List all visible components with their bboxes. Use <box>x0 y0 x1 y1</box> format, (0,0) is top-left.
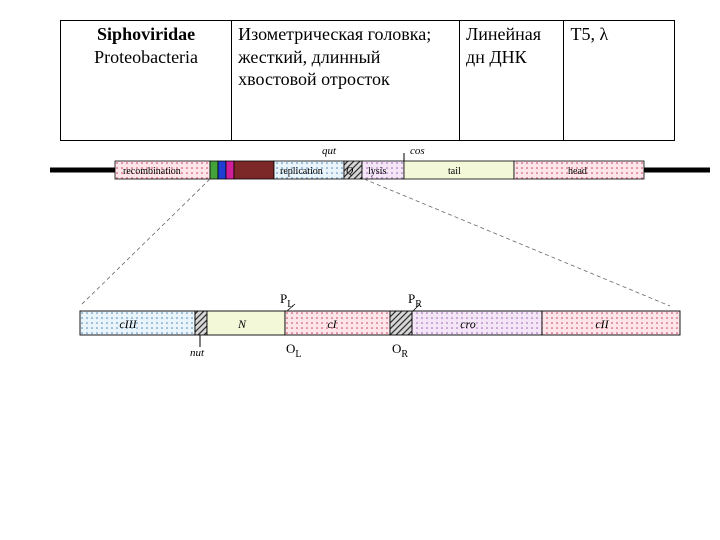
svg-text:cIII: cIII <box>119 317 137 331</box>
svg-text:cI: cI <box>327 317 337 331</box>
table-cell: Линейнаядн ДНК <box>460 21 564 141</box>
svg-text:OR: OR <box>392 341 408 360</box>
gene-segment <box>80 311 195 335</box>
gene-segment <box>285 311 390 335</box>
svg-text:OL: OL <box>286 341 302 360</box>
svg-text:N: N <box>237 317 247 331</box>
svg-text:cos: cos <box>410 145 425 157</box>
gene-segment <box>226 161 234 179</box>
gene-segment <box>218 161 226 179</box>
svg-text:replication: replication <box>280 166 323 177</box>
svg-text:qut: qut <box>322 145 337 157</box>
table-cell: Изометрическая головка;жесткий, длинныйх… <box>232 21 460 141</box>
table-cell: T5, λ <box>564 21 675 141</box>
svg-text:Q: Q <box>346 166 354 177</box>
gene-segment <box>234 161 274 179</box>
svg-text:recombination: recombination <box>123 166 181 177</box>
svg-text:nut: nut <box>190 347 205 359</box>
svg-text:head: head <box>568 166 587 177</box>
gene-segment <box>195 311 207 335</box>
table-cell: SiphoviridaeProteobacteria <box>61 21 232 141</box>
svg-text:cII: cII <box>595 317 609 331</box>
svg-text:lysis: lysis <box>368 166 386 177</box>
svg-text:PR: PR <box>408 291 422 310</box>
genome-diagram: recombination replication Qlysis tail head qu… <box>20 141 720 371</box>
gene-segment <box>412 311 542 335</box>
svg-text:tail: tail <box>448 166 461 177</box>
gene-segment <box>210 161 218 179</box>
gene-segment <box>390 311 412 335</box>
info-table: SiphoviridaeProteobacteriaИзометрическая… <box>60 20 675 141</box>
svg-text:cro: cro <box>460 317 476 331</box>
gene-segment <box>542 311 680 335</box>
